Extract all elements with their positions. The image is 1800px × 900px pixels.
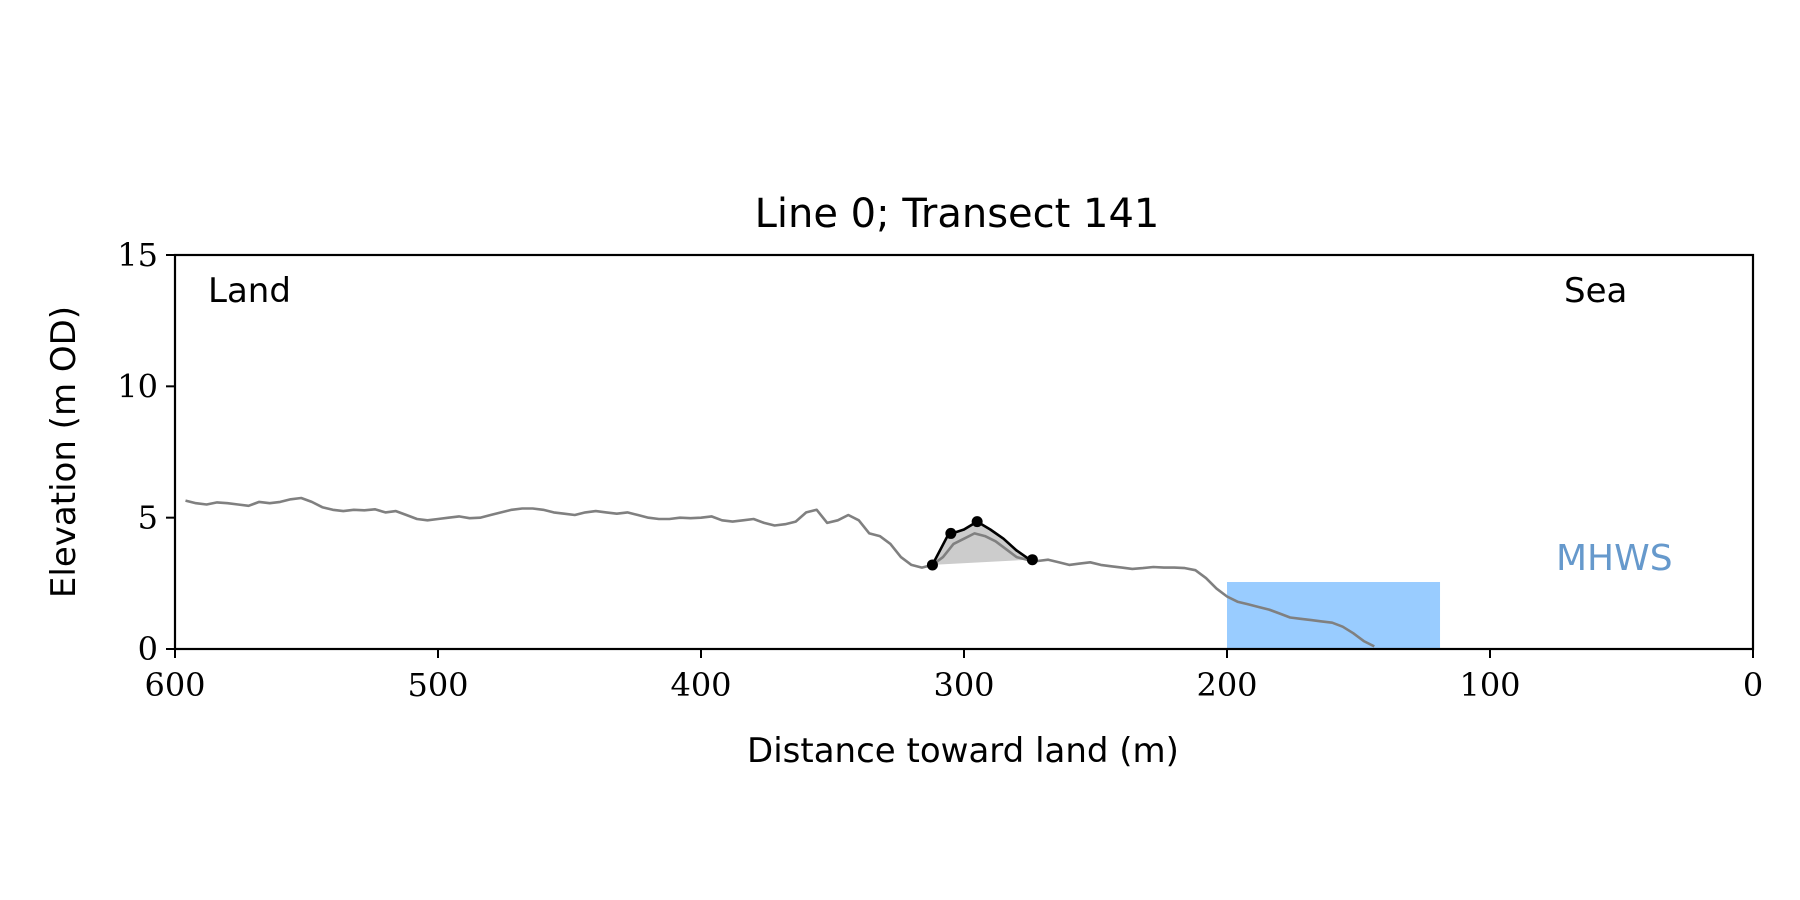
land-label: Land [208, 271, 291, 311]
dune-points [926, 516, 1038, 571]
elevation-profile-line [185, 496, 1375, 648]
mhws-label: MHWS [1556, 538, 1673, 579]
chart-title: Line 0; Transect 141 [755, 191, 1160, 237]
x-tick-label: 400 [670, 666, 731, 704]
x-tick-label: 200 [1196, 666, 1257, 704]
x-tick-label: 600 [144, 666, 205, 704]
x-tick-label: 0 [1743, 666, 1763, 704]
x-tick-label: 300 [933, 666, 994, 704]
mhws-water-area [1227, 582, 1441, 649]
plot-area [185, 496, 1441, 649]
x-tick-label: 500 [407, 666, 468, 704]
y-tick-label: 0 [138, 630, 158, 668]
y-tick-label: 15 [117, 236, 158, 274]
dune-point [945, 527, 957, 539]
dune-point [971, 516, 983, 528]
y-axis-label: Elevation (m OD) [44, 306, 84, 598]
x-tick-label: 100 [1459, 666, 1520, 704]
x-axis-label: Distance toward land (m) [747, 731, 1179, 771]
sea-label: Sea [1564, 271, 1627, 311]
y-axis-ticks: 0 5 10 15 [117, 236, 175, 668]
y-tick-label: 5 [138, 499, 158, 537]
y-tick-label: 10 [117, 367, 158, 405]
dune-point [926, 559, 938, 571]
dune-point [1026, 554, 1038, 566]
x-axis-ticks: 600 500 400 300 200 100 0 [144, 649, 1763, 704]
